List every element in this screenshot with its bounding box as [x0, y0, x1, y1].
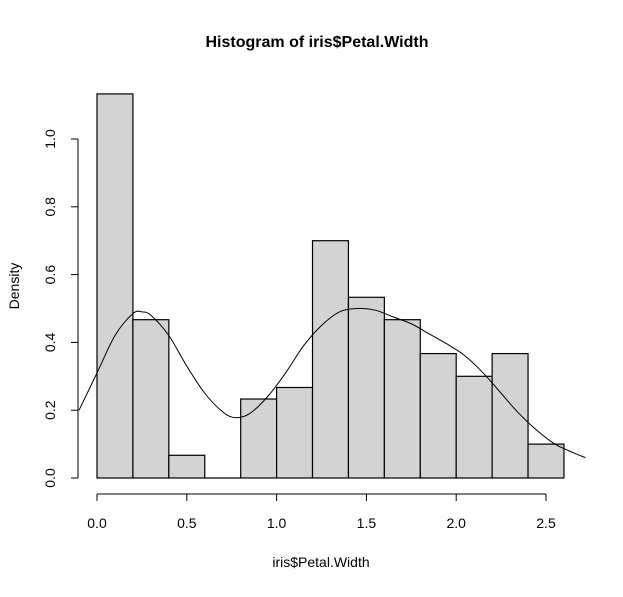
y-tick-label: 1.0 [42, 129, 58, 149]
histogram-bar [311, 240, 350, 479]
histogram-bars [96, 93, 565, 479]
y-tick-label: 0.8 [42, 197, 58, 217]
x-axis-label: iris$Petal.Width [272, 554, 369, 570]
histogram-bar [276, 386, 314, 479]
histogram-bar [240, 398, 278, 479]
x-tick-label: 1.5 [357, 515, 377, 531]
y-axis-label: Density [6, 263, 22, 310]
x-tick-label: 2.5 [536, 515, 556, 531]
y-tick-label: 0.4 [42, 332, 58, 352]
histogram-bar [96, 93, 134, 479]
density-curve [78, 307, 586, 459]
x-tick-label: 0.5 [177, 515, 197, 531]
histogram-bar [168, 454, 206, 479]
histogram-bar [455, 375, 493, 479]
histogram-bar [347, 296, 385, 479]
x-tick-label: 0.0 [87, 515, 107, 531]
chart-title: Histogram of iris$Petal.Width [206, 34, 429, 51]
histogram-bar [383, 319, 421, 479]
y-axis: 0.0 0.2 0.4 0.6 0.8 1.0 [42, 129, 79, 488]
x-axis: 0.0 0.5 1.0 1.5 2.0 2.5 [87, 493, 556, 531]
histogram-bar [132, 319, 170, 479]
y-tick-label: 0.0 [42, 468, 58, 488]
x-tick-label: 1.0 [267, 515, 287, 531]
histogram-bar [491, 352, 529, 479]
x-tick-label: 2.0 [446, 515, 466, 531]
histogram-bar [419, 352, 457, 479]
y-tick-label: 0.6 [42, 265, 58, 285]
y-tick-label: 0.2 [42, 400, 58, 420]
histogram-bar [527, 443, 565, 479]
